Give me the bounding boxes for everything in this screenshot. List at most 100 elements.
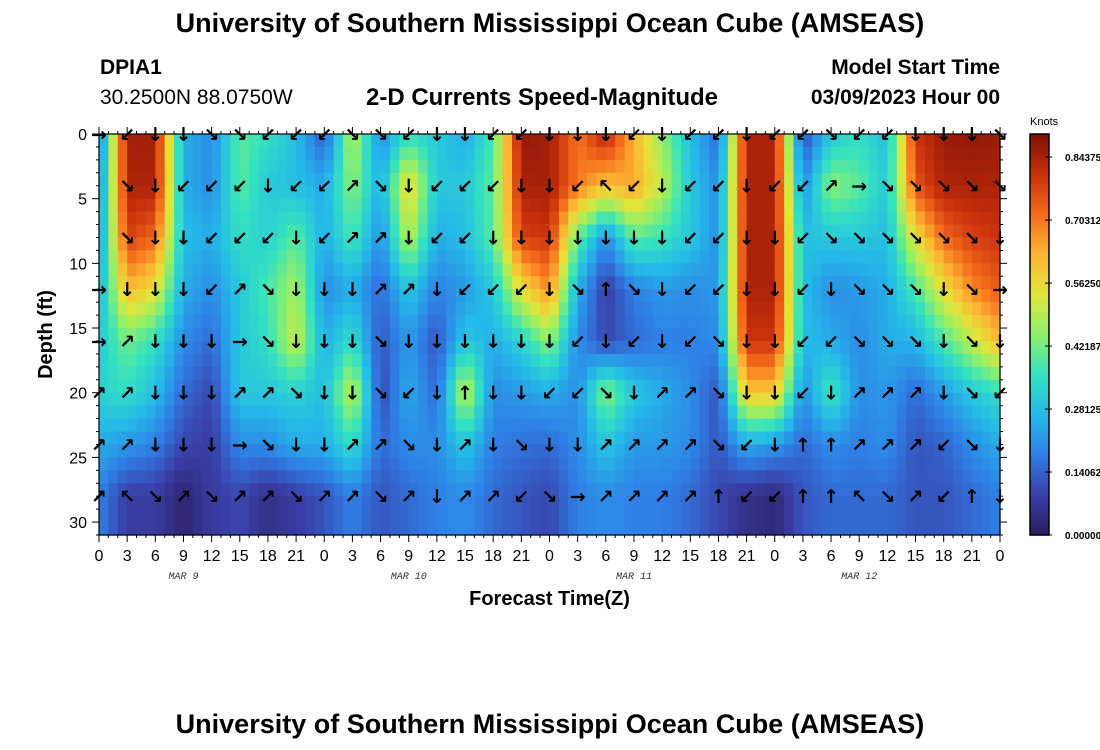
y-tick-label: 0 [78,127,87,144]
heatmap-cell [418,444,429,458]
current-arrow: ↓ [147,435,163,457]
heatmap-cell [455,418,466,433]
heatmap-cell [371,405,382,420]
heatmap-cell [962,224,973,239]
heatmap-cell [774,198,785,213]
colorbar-segment [1030,528,1049,533]
colorbar-segment [1030,481,1049,486]
heatmap-cell [446,328,457,342]
heatmap-cell [174,263,185,277]
heatmap-cell [699,418,710,433]
heatmap-cell [558,250,569,264]
heatmap-cell [408,198,419,213]
heatmap-cell [962,379,973,394]
heatmap-cell [755,263,766,277]
heatmap-cell [981,198,992,213]
heatmap-cell [399,444,410,458]
heatmap-cell [727,302,738,316]
heatmap-cell [427,418,438,433]
heatmap-cell [127,146,138,161]
heatmap-cell [99,159,109,174]
heatmap-cell [493,250,504,264]
heatmap-cell [784,509,795,523]
heatmap-cell [521,457,532,471]
heatmap-cell [145,211,156,226]
heatmap-cell [690,250,701,264]
heatmap-cell [615,496,626,510]
heatmap-cell [521,483,532,497]
heatmap-cell [343,250,354,264]
heatmap-cell [934,340,945,355]
heatmap-cell [859,405,870,420]
current-arrow: ↘ [710,435,726,457]
heatmap-cell [971,159,982,174]
heatmap-cell [549,211,560,226]
current-arrow: ↙ [570,383,586,405]
heatmap-cell [690,159,701,174]
heatmap-cell [399,496,410,510]
heatmap-cell [455,276,466,290]
colorbar-segment [1030,274,1049,279]
heatmap-cell [690,289,701,303]
heatmap-cell [784,224,795,239]
heatmap-cell [755,211,766,226]
heatmap-cell [136,276,147,290]
current-arrow: ↓ [936,279,952,301]
heatmap-cell [343,470,354,484]
heatmap-cell [164,496,175,510]
heatmap-cell [286,302,297,316]
heatmap-cell [380,198,391,213]
current-arrow: ↓ [767,383,783,405]
heatmap-cell [286,431,297,446]
heatmap-cell [474,457,485,471]
heatmap-cell [465,470,476,484]
heatmap-cell [896,159,907,174]
heatmap-cell [183,211,194,226]
heatmap-cell [324,302,335,316]
current-arrow: ↗ [851,435,867,457]
heatmap-cell [558,224,569,239]
model-start-label: Model Start Time [831,56,1000,79]
current-arrow: ↗ [176,486,192,508]
heatmap-cell [755,302,766,316]
heatmap-cell [821,315,832,329]
heatmap-cell [511,172,522,187]
current-arrow: ↓ [147,228,163,250]
heatmap-cell [840,172,851,187]
heatmap-cell [831,328,842,342]
current-arrow: ↓ [542,435,558,457]
current-arrow: ↙ [795,228,811,250]
colorbar-segment [1030,134,1049,138]
heatmap-cell [352,198,363,213]
heatmap-cell [596,134,607,148]
heatmap-cell [802,328,813,342]
heatmap-cell [249,483,260,497]
heatmap-cell [511,418,522,433]
heatmap-cell [389,172,400,187]
heatmap-cell [915,496,926,510]
heatmap-cell [99,224,109,239]
heatmap-cell [587,483,598,497]
heatmap-cell [755,457,766,471]
heatmap-cell [877,198,888,213]
heatmap-cell [408,379,419,394]
heatmap-cell [971,224,982,239]
heatmap-cell [380,418,391,433]
heatmap-cell [709,418,720,433]
heatmap-cell [727,263,738,277]
x-axis: 0 3 6 9 12 15 18 21 0 3 6 9 12 15 18 21 0 3 6 9 12 15 18 21 0 3 6 9… [95,127,1005,583]
heatmap-cell [155,172,166,187]
heatmap-cell [136,185,147,200]
colorbar-segment [1030,187,1049,192]
heatmap-cell [249,276,260,290]
heatmap-cell [924,457,935,471]
heatmap-cell [314,250,325,264]
current-arrow: ↓ [823,383,839,405]
heatmap-cell [183,392,194,407]
current-arrow: ↓ [823,279,839,301]
heatmap-cell [249,134,260,148]
heatmap-cell [737,405,748,420]
heatmap-cell [352,211,363,226]
heatmap-cell [953,392,964,407]
heatmap-cell [521,250,532,264]
